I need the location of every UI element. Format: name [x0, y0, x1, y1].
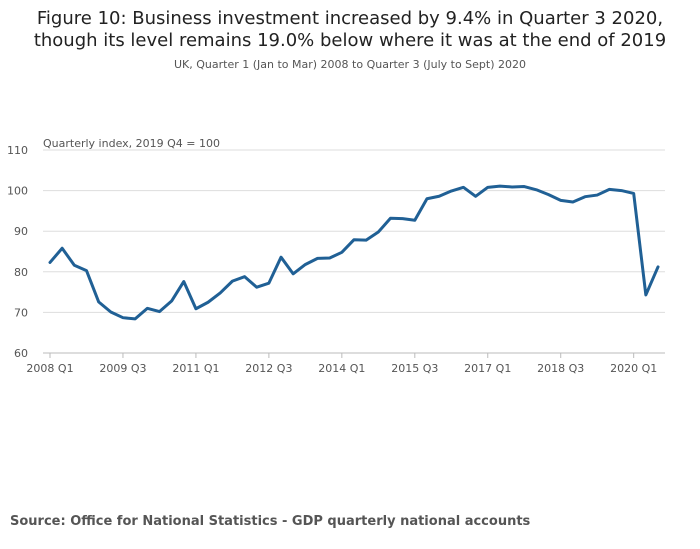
chart-title-line2: though its level remains 19.0% below whe…: [33, 30, 667, 51]
x-tick-label-48: 2020 Q1: [610, 362, 657, 375]
x-tick-label-18: 2012 Q3: [245, 362, 292, 375]
x-tick-label-6: 2009 Q3: [99, 362, 146, 375]
series-line-business-investment: [48, 184, 660, 321]
chart-subtitle: UK, Quarter 1 (Jan to Mar) 2008 to Quart…: [173, 58, 527, 71]
x-tick-label-24: 2014 Q1: [318, 362, 365, 375]
y-tick-label-70: 70: [14, 306, 28, 319]
y-tick-label-60: 60: [14, 347, 28, 360]
x-tick-label-30: 2015 Q3: [391, 362, 438, 375]
x-tick-label-36: 2017 Q1: [464, 362, 511, 375]
y-tick-label-110: 110: [7, 144, 28, 157]
y-axis-label: Quarterly index, 2019 Q4 = 100: [43, 137, 220, 150]
chart-title: Figure 10: Business investment increased…: [0, 8, 700, 52]
y-tick-label-90: 90: [14, 225, 28, 238]
x-tick-label-42: 2018 Q3: [537, 362, 584, 375]
y-tick-label-80: 80: [14, 266, 28, 279]
source-note: Source: Office for National Statistics -…: [10, 514, 531, 529]
chart-title-line1: Figure 10: Business investment increased…: [36, 8, 664, 29]
y-tick-label-100: 100: [7, 185, 28, 198]
x-tick-label-12: 2011 Q1: [172, 362, 219, 375]
x-tick-label-0: 2008 Q1: [26, 362, 73, 375]
